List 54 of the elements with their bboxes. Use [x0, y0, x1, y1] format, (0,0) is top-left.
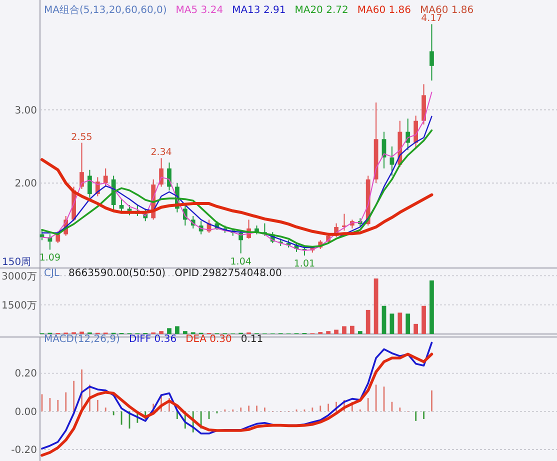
- candlestick: [414, 115, 418, 148]
- annotation: CJL: [44, 268, 60, 279]
- text: 1.04: [230, 256, 252, 268]
- annotation: OPID 2982754048.00: [174, 268, 282, 279]
- bar: [334, 330, 338, 334]
- text: 1.09: [39, 252, 61, 264]
- text: 2.34: [150, 147, 172, 158]
- candlestick: [390, 146, 394, 176]
- bar: [159, 331, 164, 334]
- y-tick-label: 0.20: [14, 368, 37, 380]
- bar: [175, 326, 180, 334]
- y-tick-label: -0.20: [11, 445, 37, 456]
- text: 4.17: [421, 13, 442, 24]
- text: MA60 1.86: [357, 5, 411, 16]
- bar: [326, 331, 331, 334]
- bar: [382, 306, 386, 334]
- bar: [398, 312, 402, 334]
- text: 1.01: [294, 258, 316, 270]
- bar: [430, 280, 434, 334]
- bar: [414, 324, 418, 334]
- line-series: [40, 352, 434, 457]
- candlestick: [430, 24, 434, 82]
- annotation: 0.11: [240, 334, 264, 345]
- text: 2.55: [71, 132, 92, 143]
- y-tick-label: 3.00: [14, 105, 37, 116]
- bar: [167, 328, 172, 334]
- text: DIFF 0.36: [128, 334, 177, 345]
- line-series: [41, 92, 432, 251]
- annotation: MA组合(5,13,20,60,60,0): [44, 4, 167, 16]
- bar: [366, 310, 370, 334]
- candlestick: [103, 168, 108, 188]
- bar: [374, 278, 378, 334]
- bar: [182, 331, 188, 334]
- candlestick: [88, 169, 92, 198]
- text: DEA 0.30: [186, 334, 232, 345]
- line-series: [40, 158, 434, 236]
- bar: [342, 326, 346, 334]
- text: MA5 3.24: [176, 5, 224, 16]
- y-tick-label: 0.00: [14, 406, 37, 418]
- candlestick: [167, 162, 172, 191]
- bar: [390, 314, 394, 334]
- y-tick-label: 3000万: [2, 271, 37, 282]
- annotation: 8663590.00(50:50): [68, 268, 166, 279]
- candlestick: [80, 142, 84, 190]
- text: MA13 2.91: [232, 5, 286, 16]
- y-tick-label: 1500万: [2, 300, 37, 312]
- bar: [358, 331, 362, 334]
- x-axis-title: 150周: [2, 257, 32, 268]
- bar: [350, 326, 354, 334]
- bar: [406, 314, 410, 334]
- bar: [422, 306, 426, 334]
- y-tick-label: 2.00: [14, 178, 37, 190]
- text: MA20 2.72: [294, 5, 348, 16]
- annotation: MACD(12,26,9): [44, 334, 120, 345]
